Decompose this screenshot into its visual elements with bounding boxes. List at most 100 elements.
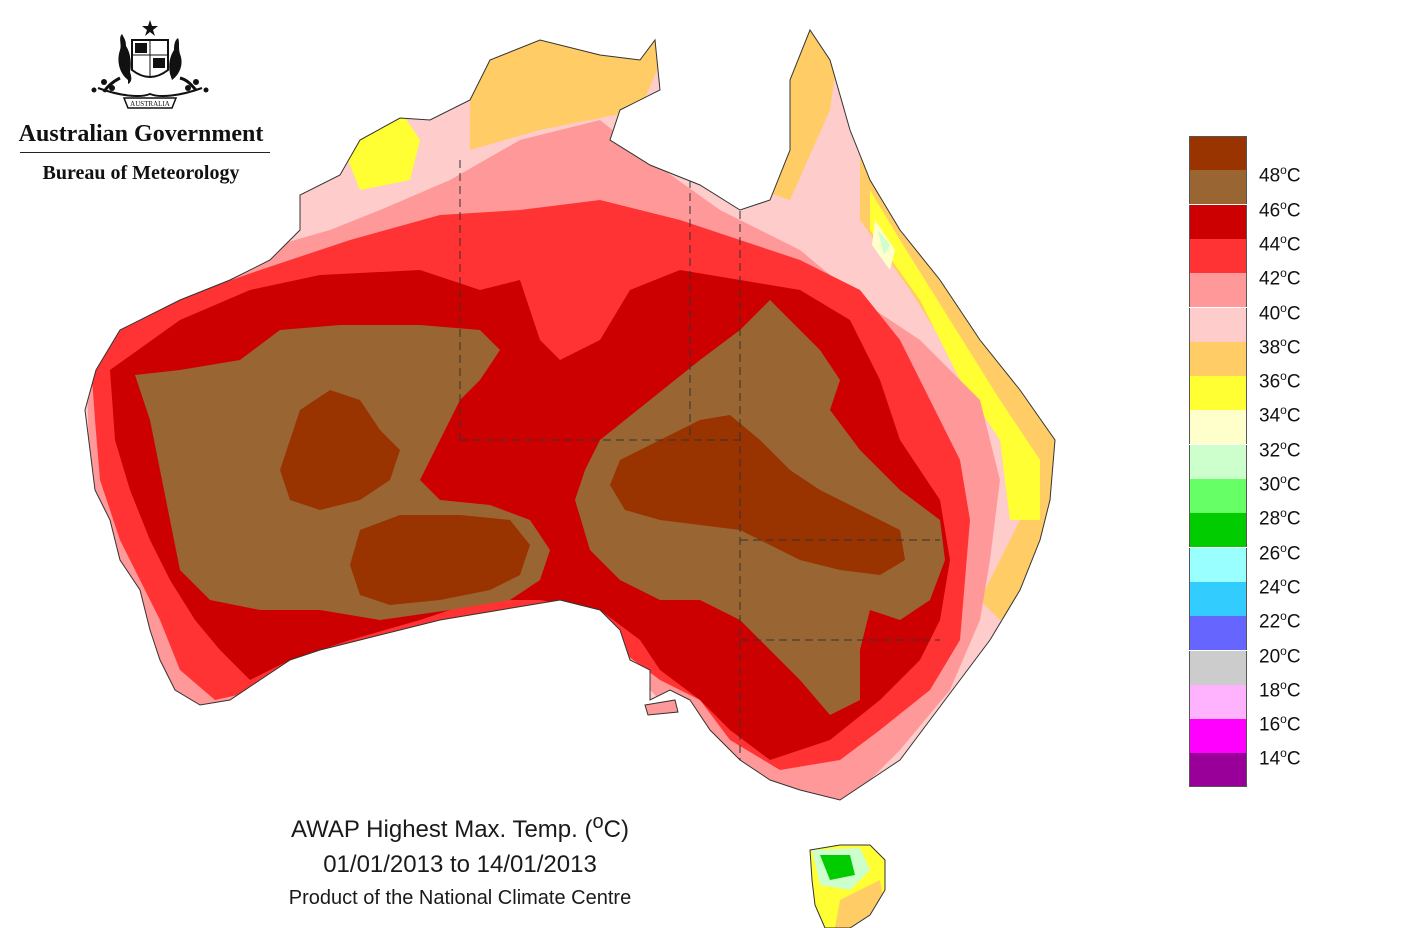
- legend-label-degree: o: [1280, 369, 1287, 384]
- legend-label-degree: o: [1280, 163, 1287, 178]
- state-borders: [459, 160, 940, 780]
- legend-label-unit: C: [1286, 199, 1301, 221]
- legend-label: 36oC: [1259, 366, 1301, 392]
- legend-label-unit: C: [1286, 577, 1301, 599]
- legend-label-value: 36: [1259, 371, 1281, 393]
- tasmania-fill: [810, 845, 885, 928]
- coat-of-arms-icon: AUSTRALIA: [91, 20, 209, 109]
- caption-title-suffix: C): [603, 816, 629, 843]
- legend-label-value: 18: [1259, 680, 1281, 702]
- caption-product: Product of the National Climate Centre: [288, 887, 632, 909]
- legend-label-degree: o: [1280, 712, 1287, 727]
- legend-label: 44oC: [1259, 229, 1301, 255]
- band-48-west-a: [280, 390, 400, 510]
- legend-label-degree: o: [1280, 677, 1287, 692]
- legend-label-unit: C: [1286, 337, 1301, 359]
- legend-label-degree: o: [1280, 506, 1287, 521]
- legend-label: 48oC: [1259, 160, 1301, 186]
- legend-label-unit: C: [1286, 748, 1301, 770]
- legend-label-value: 32: [1259, 440, 1281, 462]
- temperature-map: [84, 28, 1056, 928]
- legend-label-value: 48: [1259, 165, 1281, 187]
- legend-swatch: [1189, 410, 1247, 445]
- government-name: Australian Government: [18, 121, 264, 147]
- legend-label: 46oC: [1259, 195, 1301, 221]
- legend-label-degree: o: [1280, 437, 1287, 452]
- legend-swatch: [1189, 238, 1247, 273]
- legend-label-degree: o: [1280, 643, 1287, 658]
- bureau-name: Bureau of Meteorology: [42, 162, 240, 184]
- logo-divider: [20, 152, 270, 153]
- legend-label: 42oC: [1259, 263, 1301, 289]
- legend-label-value: 20: [1259, 645, 1281, 667]
- legend-label-unit: C: [1286, 508, 1301, 530]
- legend-label-value: 28: [1259, 508, 1281, 530]
- legend-label-unit: C: [1286, 714, 1301, 736]
- legend-swatch: [1189, 307, 1247, 342]
- legend-label-degree: o: [1280, 300, 1287, 315]
- tas-band-26: [820, 855, 855, 880]
- legend-label-unit: C: [1286, 440, 1301, 462]
- legend-label-value: 44: [1259, 234, 1281, 256]
- legend-label: 40oC: [1259, 298, 1301, 324]
- legend-label-value: 30: [1259, 474, 1281, 496]
- government-logo: AUSTRALIA Australian Government Bureau o…: [10, 18, 272, 193]
- legend-label-degree: o: [1280, 266, 1287, 281]
- legend-label-unit: C: [1286, 234, 1301, 256]
- legend-label-unit: C: [1286, 474, 1301, 496]
- legend-swatch: [1189, 376, 1247, 411]
- band-48-east: [610, 415, 905, 575]
- legend-label-value: 24: [1259, 577, 1281, 599]
- legend-label-value: 22: [1259, 611, 1281, 633]
- legend-label-unit: C: [1286, 680, 1301, 702]
- legend-label: 32oC: [1259, 435, 1301, 461]
- legend-swatch: [1189, 170, 1247, 205]
- caption-degree-sign: o: [592, 811, 604, 833]
- legend-label: 38oC: [1259, 332, 1301, 358]
- legend-label: 14oC: [1259, 743, 1301, 769]
- legend-label-degree: o: [1280, 231, 1287, 246]
- legend-label-value: 16: [1259, 714, 1281, 736]
- legend-swatch: [1189, 547, 1247, 582]
- legend-swatch: [1189, 479, 1247, 513]
- legend-label-value: 46: [1259, 199, 1281, 221]
- legend-swatch: [1189, 444, 1247, 479]
- legend-label-unit: C: [1286, 542, 1301, 564]
- legend-label: 34oC: [1259, 400, 1301, 426]
- legend-label-unit: C: [1286, 611, 1301, 633]
- legend-label-unit: C: [1286, 645, 1301, 667]
- legend-swatch: [1189, 581, 1247, 616]
- legend-label-degree: o: [1280, 334, 1287, 349]
- legend-label-unit: C: [1286, 268, 1301, 290]
- crest-ribbon-text: AUSTRALIA: [130, 100, 170, 108]
- map-caption: AWAP Highest Max. Temp. (oC) 01/01/2013 …: [240, 805, 680, 913]
- legend-label-degree: o: [1280, 746, 1287, 761]
- legend-label: 28oC: [1259, 503, 1301, 529]
- legend-label-value: 34: [1259, 405, 1281, 427]
- legend-label: 16oC: [1259, 709, 1301, 735]
- caption-title: AWAP Highest Max. Temp. (oC): [240, 805, 680, 847]
- legend-label-degree: o: [1280, 574, 1287, 589]
- legend-label-degree: o: [1280, 403, 1287, 418]
- legend-label: 18oC: [1259, 675, 1301, 701]
- legend-label-unit: C: [1286, 405, 1301, 427]
- legend-label: 26oC: [1259, 538, 1301, 564]
- legend-label-value: 26: [1259, 542, 1281, 564]
- legend-label-value: 38: [1259, 337, 1281, 359]
- legend-swatch: [1189, 650, 1247, 685]
- legend-swatch: [1189, 684, 1247, 719]
- legend-swatch: [1189, 136, 1247, 170]
- legend-label-degree: o: [1280, 540, 1287, 555]
- legend-swatch: [1189, 341, 1247, 376]
- legend-label: 24oC: [1259, 572, 1301, 598]
- legend-label-value: 40: [1259, 302, 1281, 324]
- legend-swatch: [1189, 753, 1247, 788]
- legend-label-degree: o: [1280, 197, 1287, 212]
- kangaroo-island: [644, 699, 679, 716]
- legend-label: 30oC: [1259, 469, 1301, 495]
- mainland-coastline: [84, 28, 1056, 801]
- band-34-eastcoast: [870, 190, 1040, 520]
- legend-label-unit: C: [1286, 165, 1301, 187]
- legend-label-unit: C: [1286, 371, 1301, 393]
- legend-label-value: 42: [1259, 268, 1281, 290]
